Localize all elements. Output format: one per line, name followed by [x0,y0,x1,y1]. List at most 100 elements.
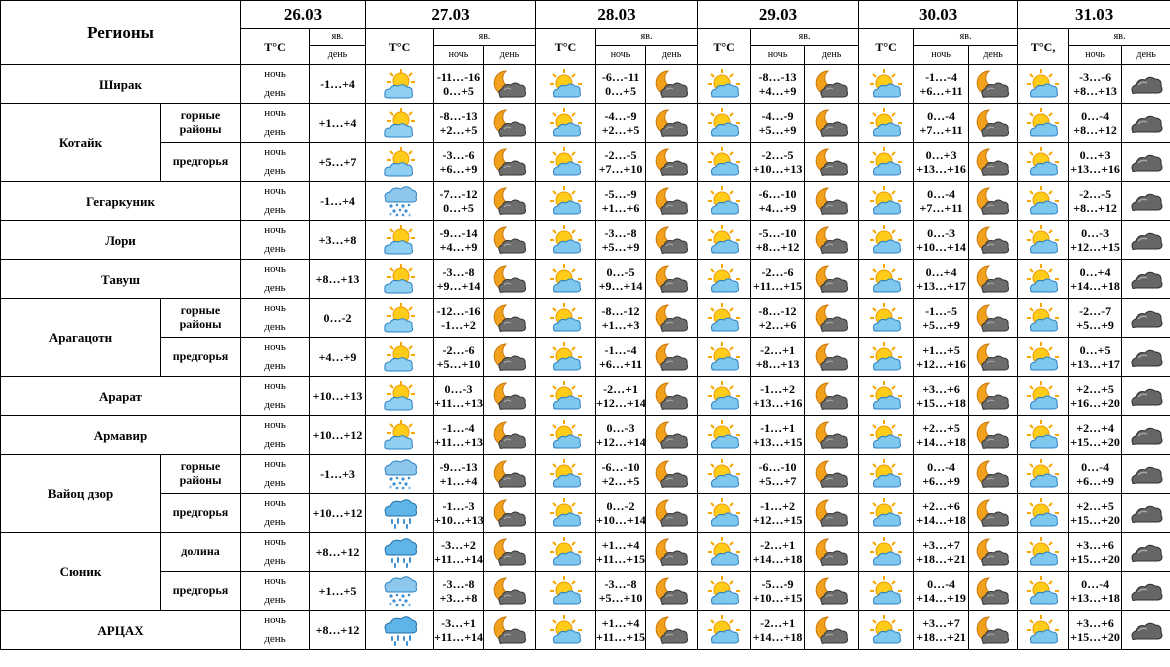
icon-cell [1017,376,1070,416]
day-label: день [240,201,311,221]
day-temp: +5…+10 [433,357,485,377]
icon-cell [697,415,752,455]
night-col-header: ночь [433,45,485,65]
night-temp: 0…-3 [913,220,970,240]
icon-cell [697,337,752,377]
night-temp: -5…-9 [595,181,647,201]
moon-cloud-icon [492,458,528,490]
moon-cloud-icon [975,185,1011,217]
moon-cloud-icon [654,68,690,100]
icon-cell [645,64,699,104]
night-temp: 0…+4 [1068,259,1123,279]
night-temp: -5…-9 [750,571,806,591]
night-temp: -3…+1 [433,610,485,630]
row-night: Котайк горные районы ночь +1…+4 -8…-13 -4…-9 -… [0,103,1170,182]
night-label: ночь [240,610,311,630]
row-day: день +11…+14 +11…+15 +14…+18 +18…+21 +15…+20 [1,630,1170,650]
icon-cell [1121,298,1170,338]
regions-header: Регионы [0,0,242,65]
day-temp: +9…+14 [595,279,647,299]
night-label: ночь [240,298,311,318]
icon-cell [365,532,435,572]
moon-cloud-icon [654,458,690,490]
moon-cloud-icon [492,68,528,100]
sun-cloud-icon [1025,185,1061,217]
night-temp: +1…+4 [595,532,647,552]
row-day: день 0…+5 +1…+6 +4…+9 +7…+11 +8…+12 [1,201,1170,221]
night-temp: -9…-13 [433,454,485,474]
moon-cloud-icon [975,536,1011,568]
day-temp: +1…+4 [433,474,485,494]
icon-cell [1121,532,1170,572]
icon-cell [1017,415,1070,455]
moon-cloud-icon [492,614,528,646]
night-temp: -8…-13 [750,64,806,84]
day-temp: +14…+18 [913,435,970,455]
day-label: день [240,279,311,299]
day26-temp: +1…+4 [309,103,367,143]
icon-cell [1017,493,1070,533]
icon-cell [1121,181,1170,221]
row-night: предгорья ночь +10…+12 -1…-3 0…-2 -1…+2 +2…+6 +… [1,493,1170,533]
moon-cloud-icon [654,341,690,373]
row-night: АРЦАХ ночь +8…+12 -3…+1 +1…+4 -2…+1 +3…+7 +3…+6 [0,610,1170,650]
icon-cell [535,64,597,104]
day-label: день [240,396,311,416]
night-temp: 0…-3 [595,415,647,435]
sun-cloud-icon [868,185,904,217]
sun-cloud-icon [548,419,584,451]
icon-cell [858,493,915,533]
sun-cloud-icon [548,146,584,178]
icon-cell [1017,142,1070,182]
day-temp: +12…+14 [595,396,647,416]
icon-cell [645,337,699,377]
temp-col-header: T°C [240,28,311,65]
moon-cloud-icon [492,146,528,178]
sun-cloud-icon [706,341,742,373]
icon-cell [645,259,699,299]
night-col-header: ночь [913,45,970,65]
dark-cloud-icon [1128,419,1164,451]
night-temp: -2…+1 [750,337,806,357]
icon-cell [804,454,860,494]
night-temp: 0…-4 [1068,571,1123,591]
night-temp: -4…-9 [595,103,647,123]
day-temp: +10…+13 [750,162,806,182]
day-temp: +11…+14 [433,552,485,572]
sun-cloud-icon [1025,419,1061,451]
night-temp: -6…-10 [750,454,806,474]
day-label: день [240,591,311,611]
icon-cell [697,571,752,611]
day-temp: +7…+11 [913,201,970,221]
night-temp: +2…+4 [1068,415,1123,435]
moon-cloud-icon [975,497,1011,529]
icon-cell [1017,532,1070,572]
phenomena-col-header: яв. [433,28,537,46]
day26-temp: +5…+7 [309,142,367,182]
forecast-table: Регионы 26.03 27.03 28.03 29.03 30.03 31.03 T°C… [0,0,1170,650]
row-day: день +2…+5 +2…+5 +5…+9 +7…+11 +8…+12 [1,123,1170,143]
moon-cloud-icon [975,263,1011,295]
moon-cloud-icon [814,458,850,490]
icon-cell [968,454,1019,494]
night-temp: -1…+2 [750,376,806,396]
icon-cell [483,181,537,221]
icon-cell [697,376,752,416]
icon-cell [535,181,597,221]
moon-cloud-icon [654,497,690,529]
day-temp: 0…+5 [433,84,485,104]
sun-cloud-icon [548,497,584,529]
icon-cell [365,571,435,611]
subregion-name: долина [159,532,242,572]
day-label: день [240,240,311,260]
day-temp: +2…+5 [595,474,647,494]
icon-cell [535,454,597,494]
day26-temp: 0…-2 [309,298,367,338]
sun-cloud-icon [706,614,742,646]
icon-cell [697,610,752,650]
night-temp: +3…+6 [913,376,970,396]
icon-cell [1017,220,1070,260]
icon-cell [1017,103,1070,143]
icon-cell [804,493,860,533]
moon-cloud-icon [492,341,528,373]
